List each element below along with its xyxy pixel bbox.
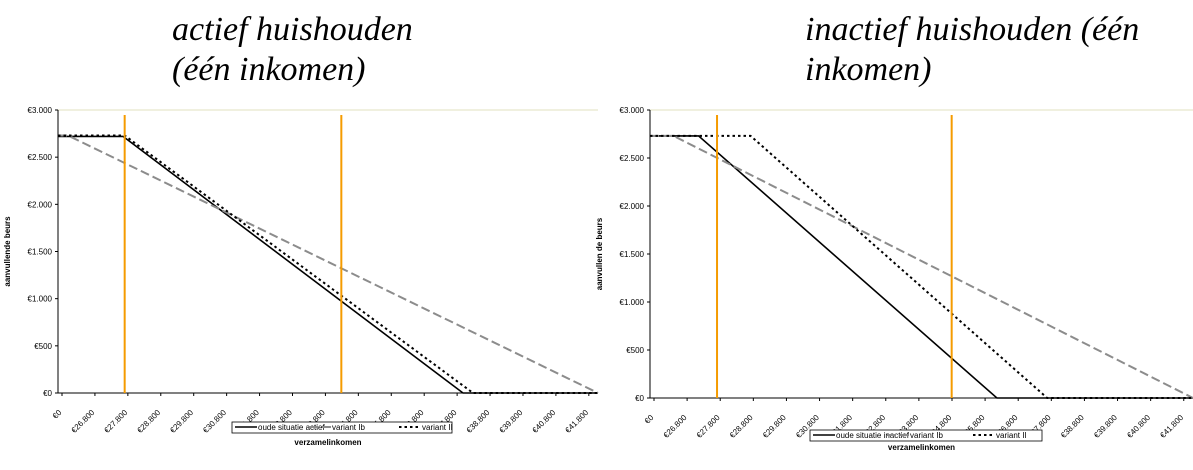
x-tick-label: €30.800	[201, 408, 228, 435]
y-tick-label: €3.000	[28, 106, 53, 115]
legend-box	[809, 429, 1043, 442]
x-tick-label: €40.800	[1125, 413, 1152, 440]
y-tick-label: €500	[34, 342, 52, 351]
x-tick-label: €39.800	[498, 408, 525, 435]
legend-label-3: variant II	[422, 423, 453, 432]
x-tick-label: €29.800	[168, 408, 195, 435]
x-tick-label: €29.800	[761, 413, 788, 440]
series-line-3	[650, 134, 1193, 399]
left-chart-heading: actief huishouden (één inkomen)	[172, 11, 413, 88]
y-tick-label: €0	[43, 389, 52, 398]
legend-label-2: variant Ib	[332, 423, 365, 432]
y-tick-label: €2.000	[620, 202, 645, 211]
x-tick-label: €27.800	[102, 408, 129, 435]
y-tick-label: €0	[635, 394, 644, 403]
x-tick-label: €39.800	[1092, 413, 1119, 440]
y-axis-label: aanvullen de beurs	[595, 217, 604, 290]
y-tick-label: €2.000	[28, 200, 53, 209]
x-tick-label: €28.800	[728, 413, 755, 440]
legend-label-1: oude situatie actief	[258, 423, 325, 432]
x-tick-label: €38.800	[465, 408, 492, 435]
chart-actief: €0 €500 €1.000 €1.500 €2.000 €2.500 €3.000 €0 €2…	[3, 106, 599, 447]
y-tick-label: €2.500	[28, 153, 53, 162]
legend-box	[231, 421, 453, 434]
x-tick-label: €26.800	[70, 408, 97, 435]
x-axis-label: verzamelinkomen	[888, 443, 955, 452]
right-chart-heading: inactief huishouden (één inkomen)	[805, 11, 1140, 88]
x-tick-label: €0	[51, 408, 64, 421]
y-axis-label: aanvullende beurs	[3, 216, 12, 287]
y-tick-label: €1.000	[620, 298, 645, 307]
x-axis-label: verzamelinkomen	[294, 438, 361, 447]
y-tick-label: €1.000	[28, 295, 53, 304]
x-tick-label: €38.800	[1059, 413, 1086, 440]
x-tick-label: €40.800	[531, 408, 558, 435]
series-line-3	[58, 134, 598, 394]
x-tick-label: €41.800	[1158, 413, 1185, 440]
chart-inactief: €0 €500 €1.000 €1.500 €2.000 €2.500 €3.000 €0 €2…	[595, 106, 1193, 452]
y-tick-label: €1.500	[28, 248, 53, 257]
y-tick-label: €1.500	[620, 250, 645, 259]
y-tick-label: €500	[626, 346, 644, 355]
y-tick-label: €2.500	[620, 154, 645, 163]
x-tick-label: €26.800	[662, 413, 689, 440]
legend-label-2: variant Ib	[910, 431, 943, 440]
y-tick-label: €3.000	[620, 106, 645, 115]
series-line-2	[650, 134, 1193, 399]
legend-label-3: variant II	[996, 431, 1027, 440]
series-line-1	[650, 135, 1193, 399]
x-tick-label: €27.800	[695, 413, 722, 440]
x-tick-label: €0	[643, 413, 656, 426]
x-tick-label: €28.800	[135, 408, 162, 435]
series-line-2	[58, 134, 599, 394]
legend-label-1: oude situatie inactief	[836, 431, 910, 440]
x-tick-label: €41.800	[563, 408, 590, 435]
